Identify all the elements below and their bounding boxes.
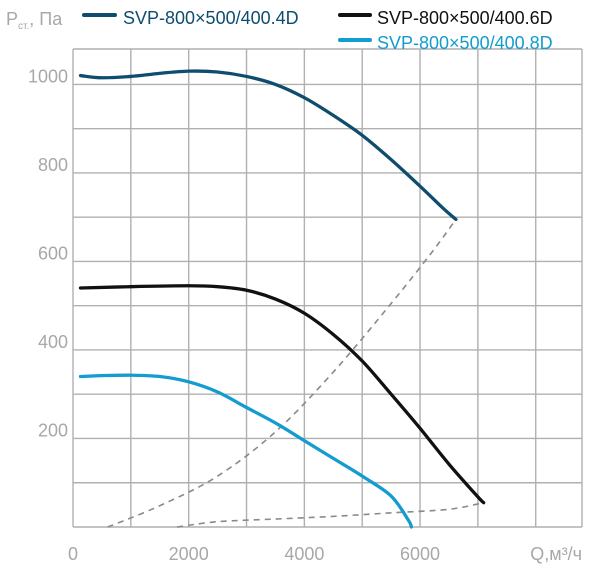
- series-line-2: [78, 284, 486, 505]
- guide-curves-layer: [107, 218, 484, 528]
- x-tick-label-4: 6000: [400, 544, 440, 564]
- x-tick-label-3: 4000: [284, 544, 324, 564]
- legend-label-3: SVP-800×500/400.8D: [377, 33, 553, 53]
- x-axis-label: Q,м³/ч: [530, 544, 582, 564]
- x-tick-label-2: 2000: [169, 544, 209, 564]
- y-axis-label-subscript: ст.: [18, 21, 29, 32]
- legend-label-2: SVP-800×500/400.6D: [377, 8, 553, 28]
- y-tick-label-3: 600: [38, 243, 68, 263]
- legend-label-1: SVP-800×500/400.4D: [123, 8, 299, 28]
- x-tick-label-1: 0: [68, 544, 78, 564]
- legend-layer: SVP-800×500/400.4D SVP-800×500/400.6D SVP-…: [82, 8, 553, 53]
- grid-layer: [72, 48, 583, 528]
- y-axis-label-main: P: [6, 9, 18, 29]
- y-tick-label-1: 200: [38, 420, 68, 440]
- y-tick-label-2: 400: [38, 332, 68, 352]
- series-line-1: [78, 69, 458, 222]
- y-axis-label-unit: , Па: [29, 9, 63, 29]
- y-tick-label-4: 800: [38, 155, 68, 175]
- y-axis-label: Pст., Па: [6, 9, 63, 32]
- series-line-3: [78, 373, 414, 529]
- guide-curve-2: [177, 501, 484, 528]
- series-layer: [78, 69, 486, 529]
- y-tick-label-5: 1000: [28, 66, 68, 86]
- guide-curve-1: [107, 218, 457, 528]
- tick-labels-layer: 0 2000 4000 6000 200 400 600 800 1000: [28, 66, 440, 564]
